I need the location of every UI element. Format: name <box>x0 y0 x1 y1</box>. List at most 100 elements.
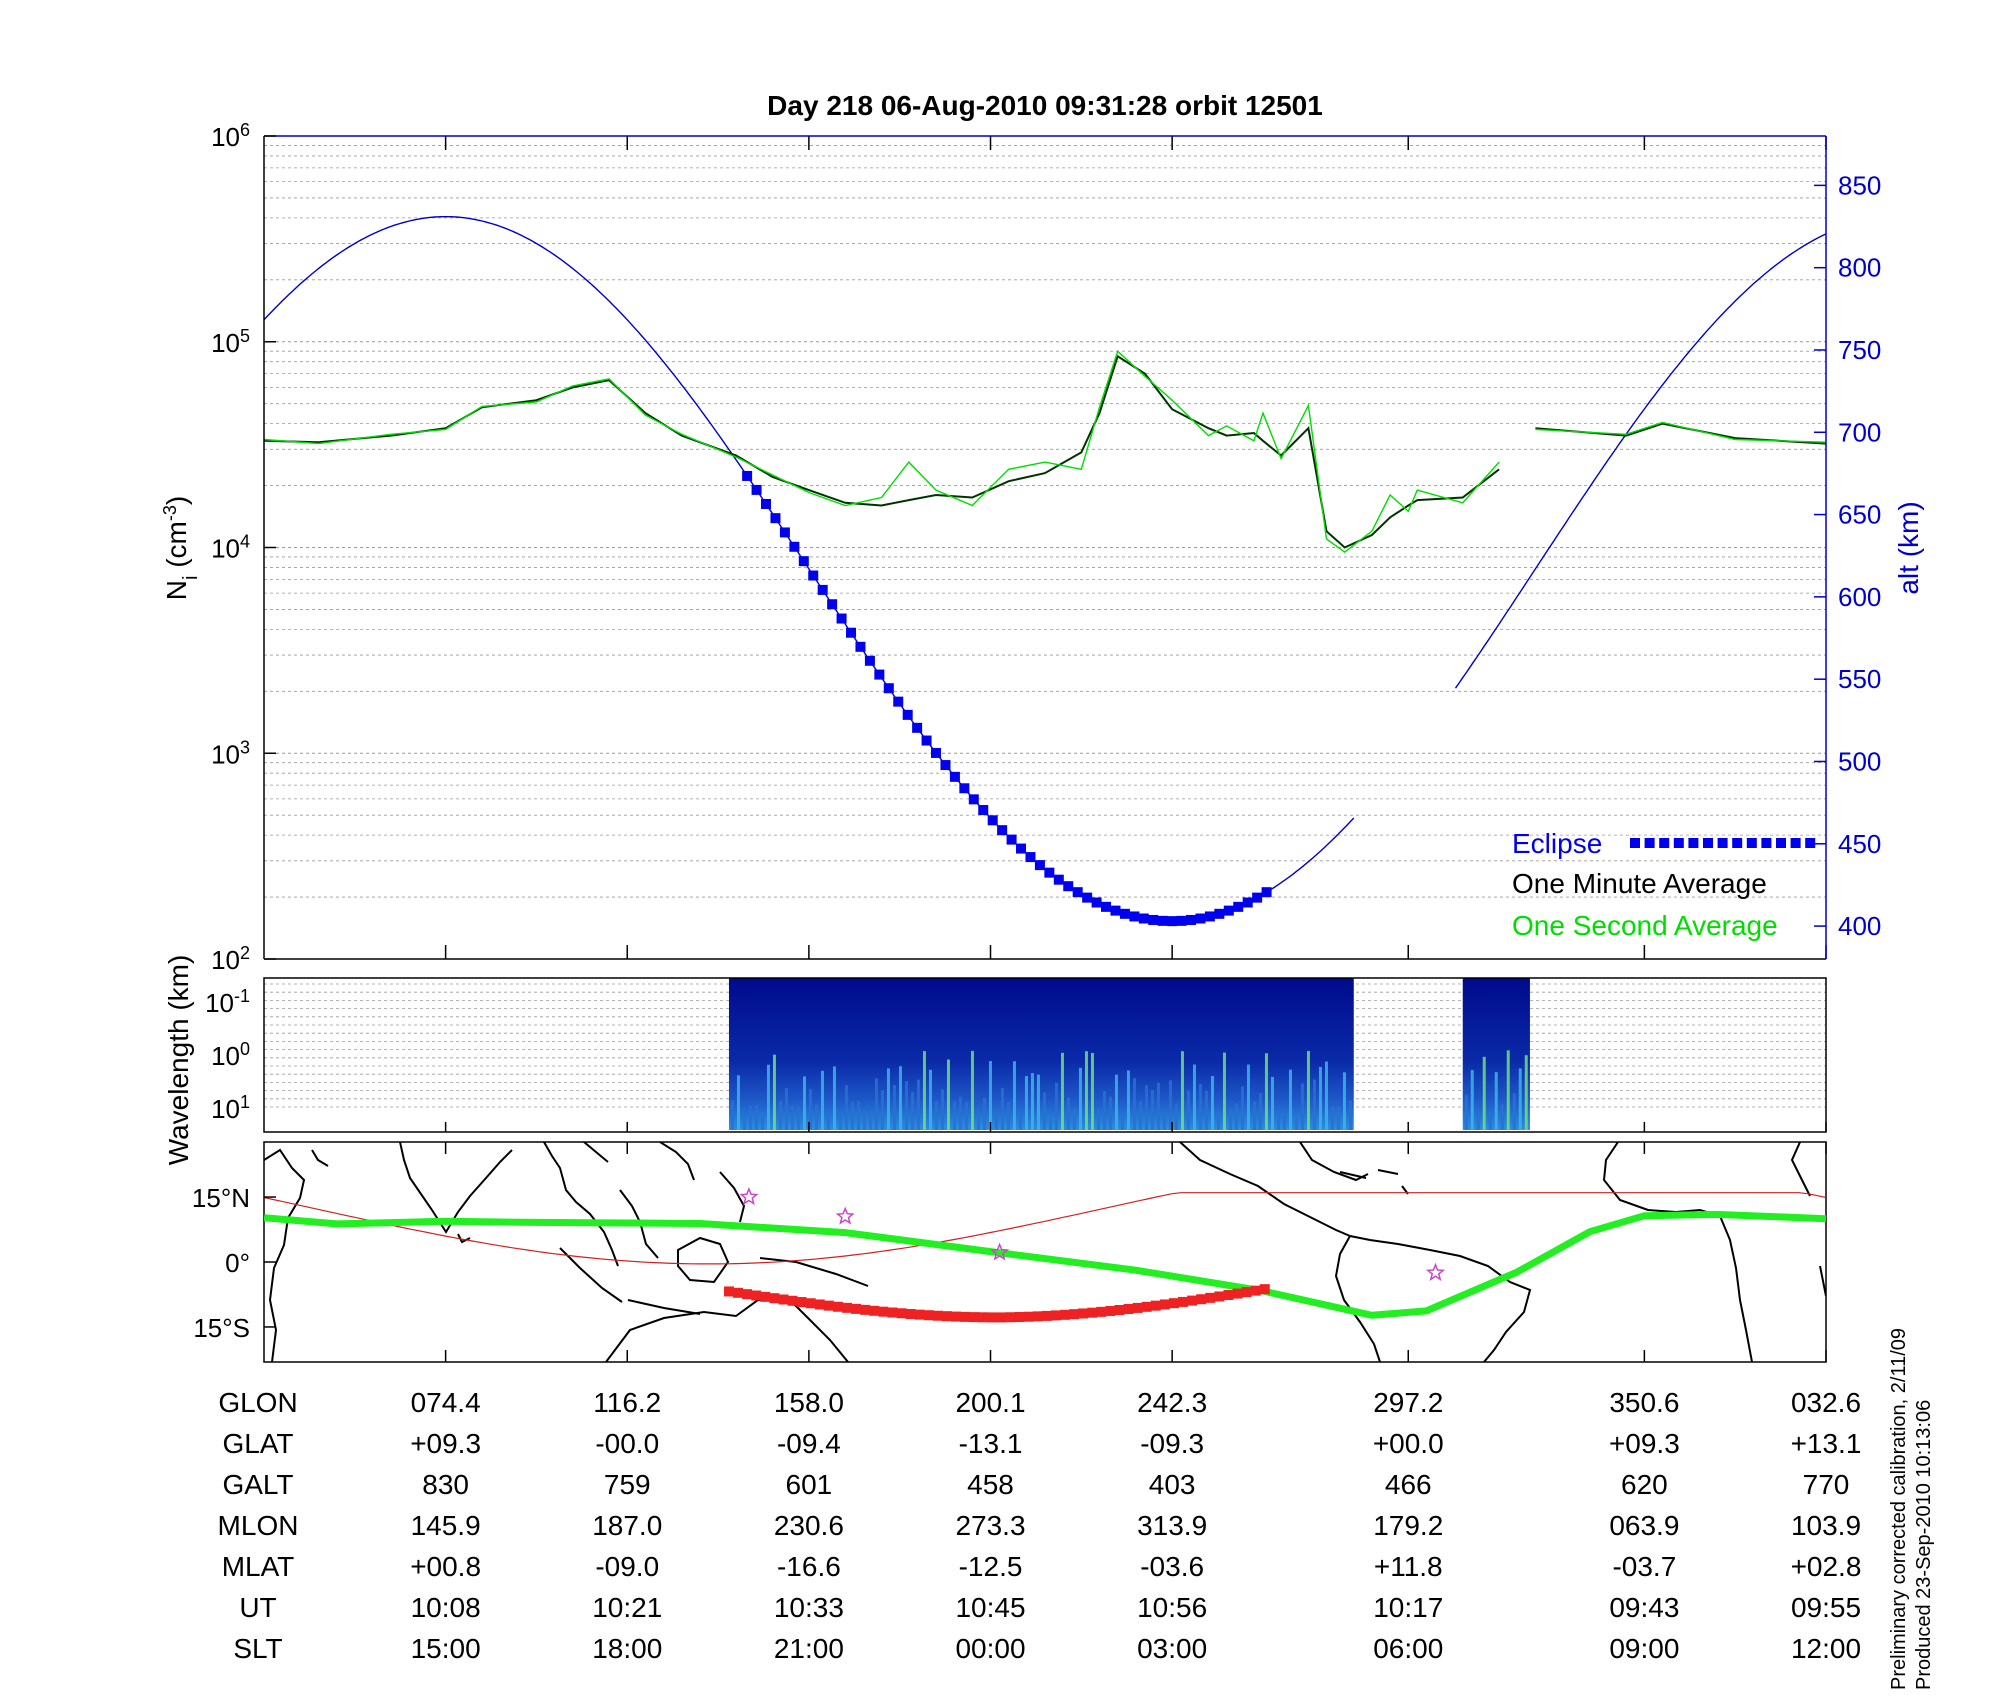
spectrogram-streak <box>1036 1074 1040 1130</box>
legend-square <box>1703 838 1713 848</box>
eclipse-track-marker <box>996 1312 1007 1323</box>
eclipse-track-marker <box>814 1299 825 1310</box>
table-cell: 10:17 <box>1373 1592 1443 1623</box>
ground-track <box>264 1210 1826 1319</box>
star-marker <box>990 1242 1010 1261</box>
eclipse-track-marker <box>1159 1299 1170 1310</box>
eclipse-marker <box>836 613 847 624</box>
spectrogram-streak <box>916 1079 920 1130</box>
table-cell: 10:33 <box>774 1592 844 1623</box>
eclipse-marker <box>1129 911 1140 922</box>
spectrogram-panel: 10-1 100 101 Wavelength (km) <box>163 955 1827 1165</box>
spectrogram-streak <box>862 1109 866 1130</box>
eclipse-track-marker <box>1096 1306 1107 1317</box>
table-cell: +02.8 <box>1791 1551 1862 1582</box>
eclipse-track-marker <box>1250 1285 1261 1296</box>
spectrogram-streak <box>970 1050 974 1130</box>
spectrogram-streak <box>856 1100 860 1130</box>
map-panel: 15°N 0° 15°S <box>192 1141 1827 1363</box>
eclipse-marker <box>912 722 923 733</box>
eclipse-marker <box>1233 901 1244 912</box>
spectrogram-streak <box>952 1101 956 1130</box>
eclipse-track-marker <box>787 1295 798 1306</box>
spectrogram-streak <box>868 1112 872 1130</box>
altitude-y-tick-label: 400 <box>1838 911 1881 941</box>
density-y-tick-label: 103 <box>211 737 250 769</box>
table-cell: 350.6 <box>1609 1387 1679 1418</box>
legend-square <box>1746 838 1757 848</box>
eclipse-marker <box>789 541 800 552</box>
eclipse-marker <box>1176 915 1187 926</box>
eclipse-track-marker <box>1168 1298 1179 1309</box>
spectrogram-streak <box>1174 1103 1178 1130</box>
spectrogram-streak <box>1512 1093 1516 1130</box>
spectrogram-data <box>728 978 1530 1130</box>
table-cell: 10:08 <box>411 1592 481 1623</box>
legend-square <box>1776 838 1786 848</box>
eclipse-track-marker <box>1187 1295 1198 1306</box>
legend-square <box>1717 838 1728 848</box>
eclipse-marker <box>1091 897 1102 908</box>
altitude-y-tick-label: 700 <box>1838 417 1881 447</box>
eclipse-track-marker <box>951 1311 962 1322</box>
table-row-label: GLON <box>218 1387 297 1418</box>
spectrogram-streak <box>1168 1080 1172 1130</box>
table-row-label: MLAT <box>222 1551 295 1582</box>
footer-calibration: Preliminary corrected calibration, 2/11/… <box>1888 1328 1910 1690</box>
eclipse-marker <box>1186 914 1197 925</box>
table-cell: 230.6 <box>774 1510 844 1541</box>
eclipse-marker <box>827 599 838 610</box>
altitude-y-tick-label: 450 <box>1838 829 1881 859</box>
eclipse-track-marker <box>751 1290 762 1301</box>
spectrogram-streak <box>958 1096 962 1130</box>
spectrogram-streak <box>1482 1056 1486 1130</box>
table-cell: -12.5 <box>959 1551 1023 1582</box>
altitude-y-tick-label: 750 <box>1838 335 1881 365</box>
eclipse-marker <box>874 669 885 680</box>
eclipse-marker <box>1167 916 1178 927</box>
eclipse-marker <box>1148 914 1159 925</box>
spectrogram-streak <box>784 1087 788 1130</box>
table-cell: 620 <box>1621 1469 1668 1500</box>
spectrogram-streak <box>1096 1108 1100 1130</box>
spectrogram-streak <box>1048 1118 1052 1130</box>
eclipse-marker <box>1006 834 1017 845</box>
eclipse-marker <box>846 627 857 638</box>
spectrogram-streak <box>1348 1100 1352 1130</box>
spectrogram-streak <box>1060 1052 1064 1130</box>
spectrogram-streak <box>826 1115 830 1130</box>
spectrogram-streak <box>1108 1096 1112 1130</box>
spectrogram-streak <box>1276 1113 1280 1130</box>
coastlines <box>264 1142 1826 1362</box>
altitude-y-tick-label: 650 <box>1838 500 1881 530</box>
eclipse-track-marker <box>914 1309 925 1320</box>
eclipse-track-marker <box>805 1298 816 1309</box>
spectrogram-streak <box>988 1061 992 1130</box>
table-cell: 18:00 <box>592 1633 662 1664</box>
spectrogram-streak <box>1162 1111 1166 1130</box>
legend-square <box>1630 838 1640 848</box>
table-cell: 403 <box>1149 1469 1196 1500</box>
eclipse-track-marker <box>860 1304 871 1315</box>
spectrogram-streak <box>1102 1090 1106 1130</box>
eclipse-marker <box>1138 913 1149 924</box>
eclipse-track-marker <box>1232 1288 1243 1299</box>
spectrogram-streak <box>946 1059 950 1130</box>
spectrogram-streak <box>1518 1068 1522 1130</box>
spectrogram-streak <box>1042 1092 1046 1130</box>
spectrogram-streak <box>1054 1082 1058 1130</box>
table-cell: +00.0 <box>1373 1428 1444 1459</box>
eclipse-track-marker <box>941 1311 952 1322</box>
table-cell: +13.1 <box>1791 1428 1862 1459</box>
eclipse-track-marker <box>1241 1287 1252 1298</box>
eclipse-marker <box>940 760 951 771</box>
table-cell: -13.1 <box>959 1428 1023 1459</box>
table-cell: 770 <box>1803 1469 1850 1500</box>
eclipse-track-marker <box>1005 1312 1016 1323</box>
eclipse-marker <box>1101 901 1112 912</box>
eclipse-track-marker <box>1205 1292 1216 1303</box>
eclipse-marker <box>751 484 762 495</box>
table-cell: 313.9 <box>1137 1510 1207 1541</box>
spectrogram-streak <box>886 1068 890 1130</box>
eclipse-marker <box>1195 913 1206 924</box>
